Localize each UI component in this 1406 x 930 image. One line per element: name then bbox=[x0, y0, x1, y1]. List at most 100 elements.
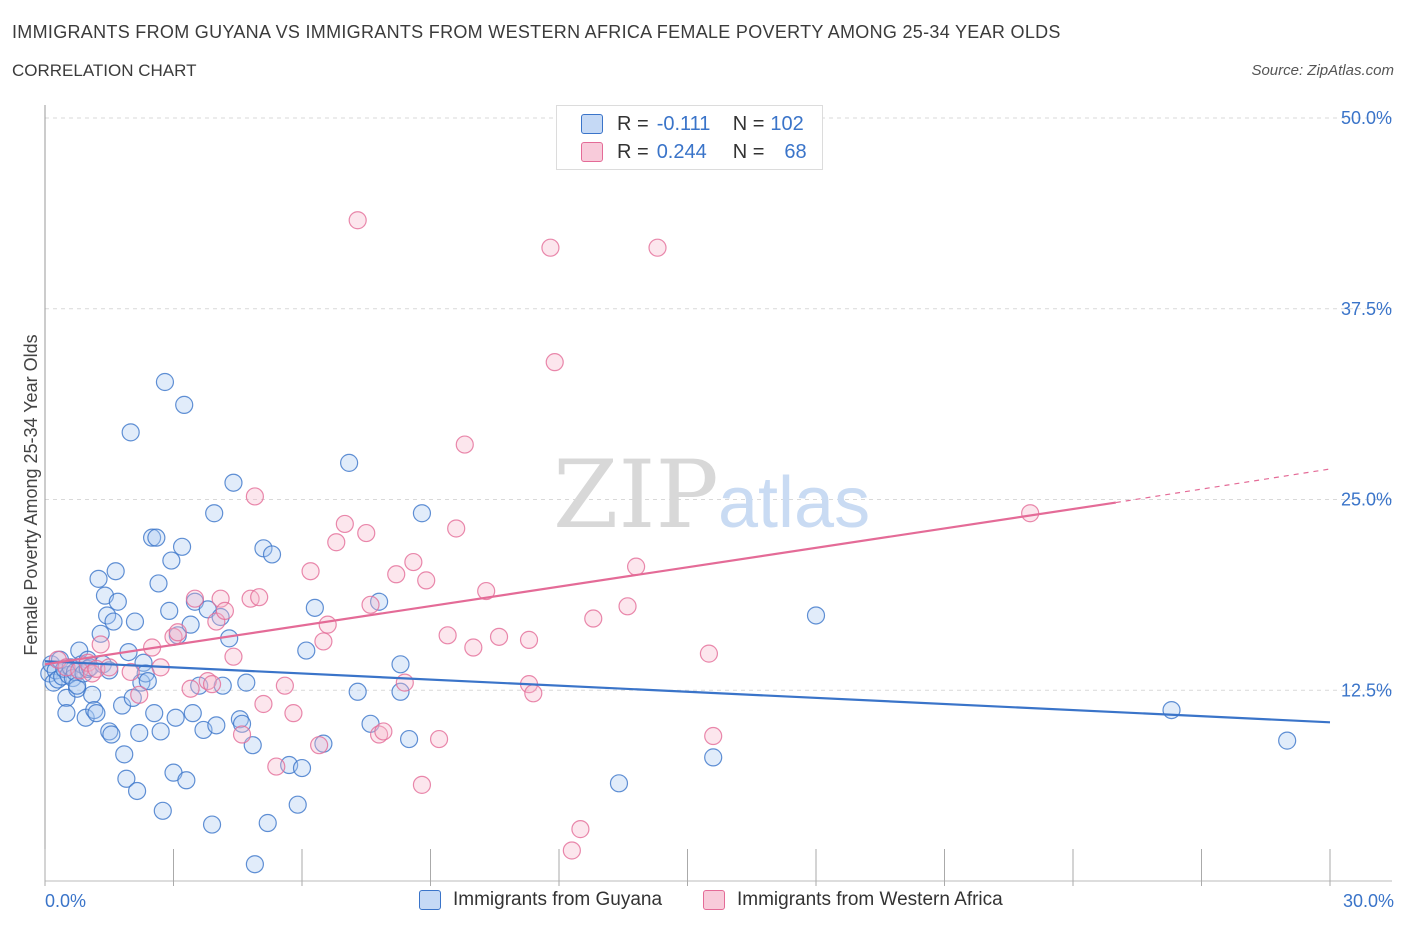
point-wafrica bbox=[185, 589, 205, 608]
point-wafrica bbox=[224, 647, 243, 666]
legend-label-wafrica: Immigrants from Western Africa bbox=[737, 889, 1003, 910]
point-guyana bbox=[391, 655, 410, 674]
point-wafrica bbox=[699, 644, 719, 663]
point-wafrica bbox=[477, 581, 496, 601]
point-wafrica bbox=[704, 726, 723, 746]
point-guyana bbox=[83, 685, 102, 704]
point-guyana bbox=[151, 722, 170, 741]
guyana-r-value: -0.111 bbox=[656, 112, 711, 135]
trend-line-guyana bbox=[44, 660, 1331, 724]
point-wafrica bbox=[464, 638, 483, 657]
point-wafrica bbox=[357, 523, 376, 543]
point-wafrica bbox=[545, 353, 564, 372]
point-guyana bbox=[147, 528, 166, 547]
wafrica-r-value: 0.244 bbox=[656, 140, 707, 163]
point-guyana bbox=[172, 537, 192, 556]
point-guyana bbox=[117, 769, 136, 788]
point-guyana bbox=[262, 545, 282, 564]
point-guyana bbox=[305, 598, 324, 617]
point-wafrica bbox=[335, 514, 354, 534]
chart-title: IMMIGRANTS FROM GUYANA VS IMMIGRANTS FRO… bbox=[12, 22, 1061, 42]
y-tick-labels: 12.5% 25.0% 37.5% 50.0% bbox=[1341, 108, 1392, 700]
point-guyana bbox=[243, 736, 262, 755]
point-guyana bbox=[87, 704, 106, 723]
point-guyana bbox=[391, 682, 410, 701]
point-wafrica bbox=[361, 595, 380, 614]
point-wafrica bbox=[571, 820, 590, 839]
y-tick-label: 12.5% bbox=[1341, 680, 1392, 700]
point-wafrica bbox=[395, 673, 414, 692]
point-wafrica bbox=[562, 841, 581, 860]
point-wafrica bbox=[348, 211, 367, 230]
point-guyana bbox=[106, 562, 125, 581]
point-guyana bbox=[89, 569, 108, 588]
y-axis-label: Female Poverty Among 25-34 Year Olds bbox=[21, 334, 41, 655]
point-wafrica bbox=[541, 238, 560, 257]
point-wafrica bbox=[275, 676, 294, 695]
x-axis-min-label: 0.0% bbox=[45, 891, 87, 911]
point-wafrica bbox=[245, 487, 264, 506]
point-guyana bbox=[288, 795, 307, 814]
point-wafrica bbox=[447, 519, 466, 538]
point-wafrica bbox=[202, 675, 222, 694]
point-wafrica bbox=[318, 615, 337, 634]
point-guyana bbox=[166, 708, 185, 727]
legend-item-guyana: Immigrants from Guyana bbox=[419, 889, 662, 911]
point-guyana bbox=[125, 612, 145, 631]
point-guyana bbox=[121, 423, 140, 442]
watermark-atlas: atlas bbox=[718, 463, 870, 543]
point-guyana bbox=[108, 592, 127, 611]
legend-swatch-guyana bbox=[419, 890, 441, 910]
point-guyana bbox=[91, 624, 110, 643]
trend-line-wafrica-extension bbox=[1115, 468, 1331, 504]
point-guyana bbox=[232, 714, 252, 733]
source-label: Source: ZipAtlas.com bbox=[1251, 62, 1394, 79]
point-wafrica bbox=[267, 757, 286, 776]
point-guyana bbox=[237, 673, 256, 692]
point-wafrica bbox=[232, 725, 252, 744]
point-guyana bbox=[127, 781, 147, 801]
stats-row-guyana: R = -0.111 N = 102 bbox=[581, 111, 804, 137]
point-guyana bbox=[348, 682, 367, 701]
point-guyana bbox=[155, 372, 175, 392]
point-guyana bbox=[1278, 731, 1297, 750]
point-guyana bbox=[57, 704, 76, 723]
point-wafrica bbox=[438, 626, 457, 645]
stats-row-wafrica: R = 0.244 N = 68 bbox=[581, 139, 807, 165]
axes bbox=[44, 105, 1392, 886]
point-guyana bbox=[806, 606, 826, 625]
series-legend: Immigrants from Guyana Immigrants from W… bbox=[0, 889, 1406, 915]
point-wafrica bbox=[429, 729, 449, 749]
point-guyana bbox=[149, 574, 168, 593]
watermark: ZIP atlas bbox=[553, 441, 870, 550]
point-wafrica bbox=[648, 238, 667, 257]
guyana-swatch bbox=[581, 114, 603, 134]
point-wafrica bbox=[387, 565, 406, 584]
point-guyana bbox=[162, 551, 181, 570]
legend-swatch-wafrica bbox=[703, 890, 725, 910]
legend-item-wafrica: Immigrants from Western Africa bbox=[703, 889, 1003, 911]
point-guyana bbox=[138, 671, 157, 691]
point-wafrica bbox=[626, 557, 646, 576]
point-guyana bbox=[130, 723, 149, 743]
point-guyana bbox=[245, 855, 264, 874]
series-guyana-points bbox=[40, 372, 1297, 874]
n-label: N = bbox=[732, 112, 765, 135]
point-wafrica bbox=[417, 571, 436, 590]
point-wafrica bbox=[250, 588, 269, 607]
point-guyana bbox=[160, 601, 179, 620]
point-guyana bbox=[609, 774, 629, 793]
point-guyana bbox=[297, 641, 316, 660]
point-guyana bbox=[142, 528, 162, 547]
point-guyana bbox=[85, 700, 104, 720]
point-wafrica bbox=[301, 562, 320, 581]
point-wafrica bbox=[455, 435, 474, 454]
legend-label-guyana: Immigrants from Guyana bbox=[453, 889, 663, 910]
point-wafrica bbox=[374, 722, 393, 741]
point-wafrica bbox=[1021, 504, 1040, 523]
point-guyana bbox=[205, 504, 224, 523]
point-guyana bbox=[292, 758, 312, 778]
point-wafrica bbox=[181, 679, 200, 698]
point-wafrica bbox=[254, 694, 273, 714]
